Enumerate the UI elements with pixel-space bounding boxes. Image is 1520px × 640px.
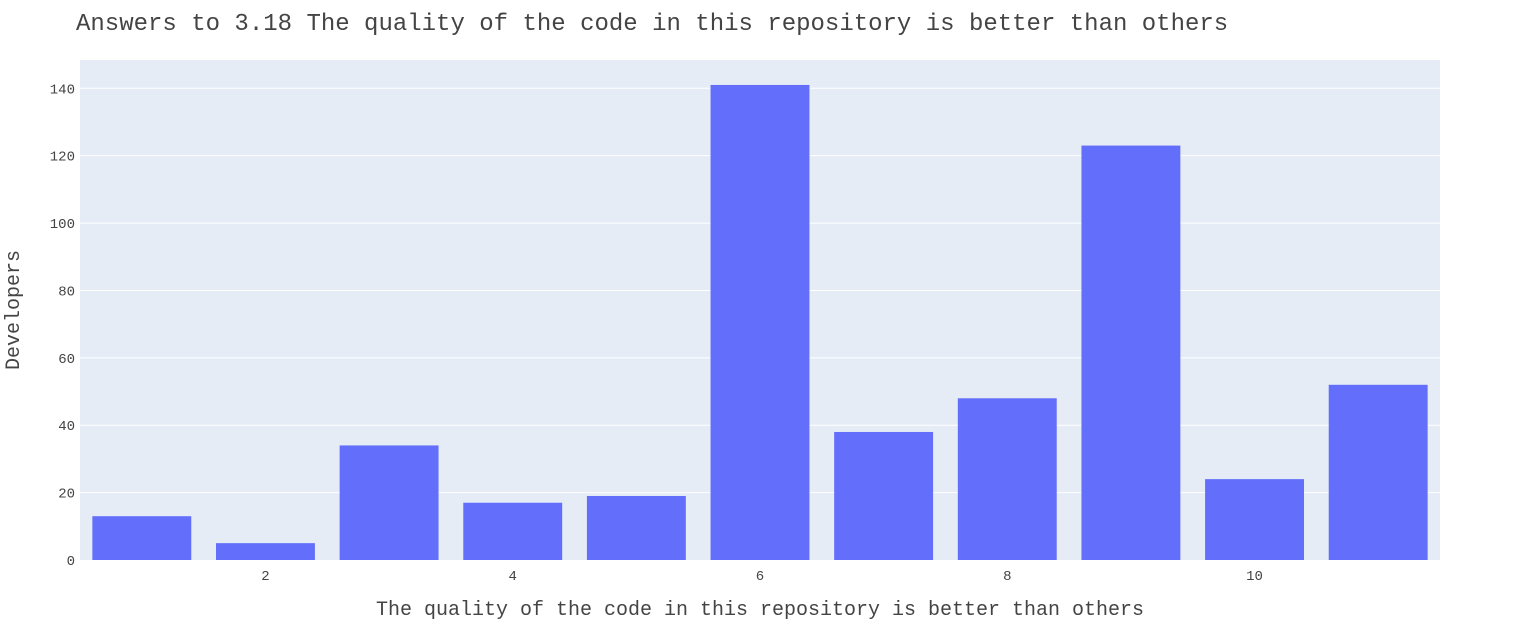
y-tick-label: 100 [50, 217, 75, 233]
x-tick-label: 2 [261, 569, 269, 585]
y-tick-label: 80 [58, 284, 75, 300]
y-axis-ticks: 0 20 40 60 80 100 120 140 [50, 82, 75, 570]
bar [463, 502, 563, 560]
x-tick-label: 6 [756, 569, 764, 585]
x-tick-label: 4 [509, 569, 517, 585]
x-tick-label: 10 [1246, 569, 1263, 585]
bar [957, 398, 1057, 560]
x-axis-ticks: 2 4 6 8 10 [261, 569, 1263, 585]
bar [216, 543, 315, 560]
bar [586, 495, 686, 560]
y-axis-title: Developers [3, 250, 26, 370]
y-tick-label: 0 [67, 554, 75, 570]
chart-title: Answers to 3.18 The quality of the code … [76, 11, 1228, 38]
bar [92, 516, 192, 560]
bar [1081, 145, 1181, 560]
y-tick-label: 20 [58, 487, 75, 503]
y-tick-label: 40 [58, 419, 75, 435]
y-tick-label: 140 [50, 82, 75, 98]
bar [710, 84, 810, 560]
bar [339, 445, 439, 560]
bars [92, 84, 1428, 560]
bar [1328, 384, 1428, 560]
bar [834, 431, 934, 560]
x-axis-title: The quality of the code in this reposito… [376, 599, 1144, 622]
bar [1205, 479, 1304, 560]
x-tick-label: 8 [1003, 569, 1011, 585]
y-tick-label: 60 [58, 352, 75, 368]
y-tick-label: 120 [50, 150, 75, 166]
